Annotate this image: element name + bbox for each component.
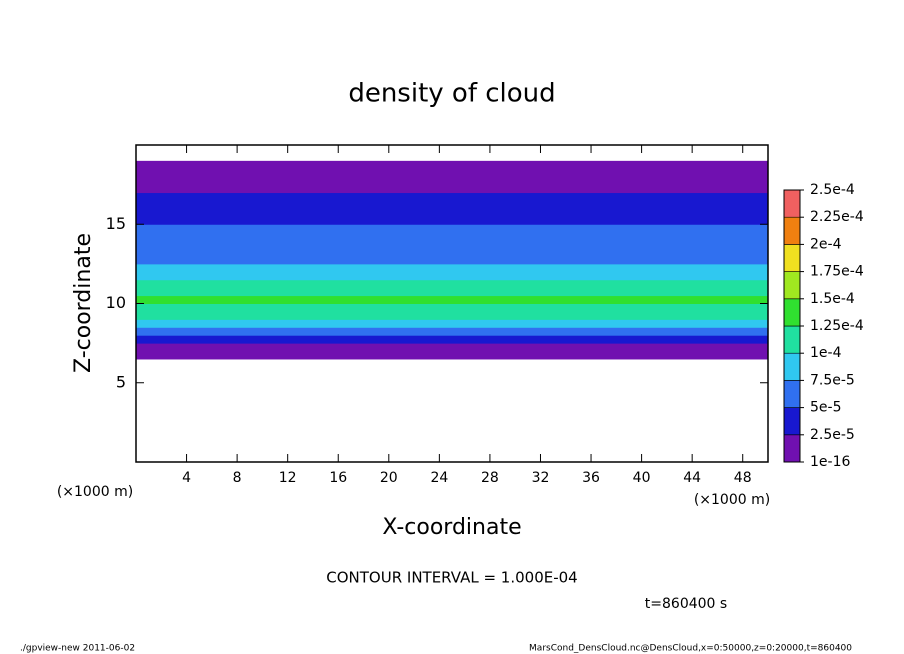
colorbar-label: 1e-4	[810, 345, 842, 361]
x-tick-label: 12	[279, 470, 297, 486]
cell	[136, 216, 768, 225]
cell	[136, 327, 768, 336]
x-axis-label: X-coordinate	[382, 515, 521, 540]
cell	[136, 319, 768, 328]
colorbar-label: 1.25e-4	[810, 318, 864, 334]
x-unit: (×1000 m)	[694, 492, 770, 508]
x-tick-label: 24	[430, 470, 448, 486]
x-unit: (×1000 m)	[57, 484, 133, 500]
colorbar-label: 2e-4	[810, 236, 842, 252]
colorbar-label: 5e-5	[810, 400, 841, 416]
y-tick-label: 5	[116, 372, 126, 391]
colorbar-box	[783, 407, 801, 436]
cell	[136, 351, 768, 360]
footer: ./gpview-new 2011-06-02	[20, 644, 135, 654]
colorbar-box	[783, 325, 801, 354]
cell	[136, 255, 768, 265]
colorbar-box	[783, 271, 801, 300]
x-tick-label: 4	[182, 470, 191, 486]
chart-title: density of cloud	[348, 79, 555, 109]
cell	[136, 184, 768, 194]
time-label: t=860400 s	[645, 596, 727, 612]
cell	[136, 263, 768, 273]
colorbar-label: 2.25e-4	[810, 209, 864, 225]
cell	[136, 295, 768, 304]
colorbar-label: 2.5e-4	[810, 182, 855, 198]
cell	[136, 224, 768, 233]
cell	[136, 271, 768, 281]
x-tick-label: 16	[329, 470, 347, 486]
cell	[136, 335, 768, 344]
colorbar-box	[783, 244, 801, 272]
x-tick-label: 40	[633, 470, 651, 486]
cell	[136, 232, 768, 241]
cell	[136, 208, 768, 217]
x-tick-label: 48	[734, 470, 752, 486]
y-tick-label: 15	[106, 214, 126, 233]
colorbar-box	[783, 434, 801, 463]
colorbar-box	[783, 380, 801, 408]
cell	[136, 176, 768, 186]
x-tick-label: 32	[532, 470, 550, 486]
cell	[136, 200, 768, 209]
cell	[136, 248, 768, 257]
cell	[136, 303, 768, 312]
colorbar-box	[783, 216, 801, 245]
cell	[136, 240, 768, 249]
x-tick-label: 28	[481, 470, 499, 486]
contour-note: CONTOUR INTERVAL = 1.000E-04	[326, 569, 577, 587]
y-tick-label: 10	[106, 293, 126, 312]
colorbar-box	[783, 189, 801, 218]
x-tick-label: 8	[233, 470, 242, 486]
x-tick-label: 20	[380, 470, 398, 486]
cell	[136, 311, 768, 320]
colorbar-label: 1.5e-4	[810, 291, 855, 307]
cell	[136, 343, 768, 352]
colorbar-box	[783, 298, 801, 327]
cell	[136, 168, 768, 178]
colorbar-box	[783, 352, 801, 381]
colorbar-label: 2.5e-5	[810, 427, 855, 443]
footer: MarsCond_DensCloud.nc@DensCloud,x=0:5000…	[529, 644, 852, 654]
x-tick-label: 44	[683, 470, 701, 486]
colorbar-label: 1e-16	[810, 454, 850, 470]
cell	[136, 287, 768, 297]
y-axis-label: Z-coordinate	[71, 233, 96, 373]
colorbar-label: 1.75e-4	[810, 264, 864, 280]
cell	[136, 192, 768, 201]
cell	[136, 160, 768, 170]
cell	[136, 279, 768, 289]
colorbar-label: 7.5e-5	[810, 372, 855, 388]
x-tick-label: 36	[582, 470, 600, 486]
